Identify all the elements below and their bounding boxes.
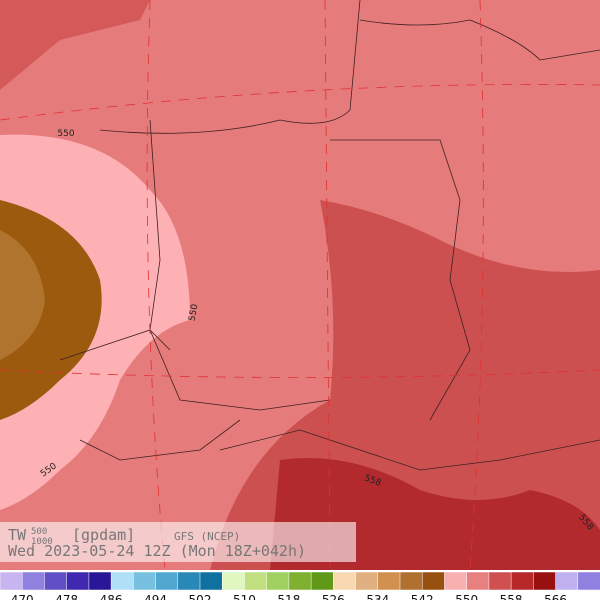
colorbar-swatch xyxy=(444,571,468,591)
colorbar-swatch xyxy=(399,571,423,591)
colorbar-swatch xyxy=(44,571,68,591)
colorbar: 470 478 486 494 502 510 518 526 534 542 550 558 566 xyxy=(0,571,600,600)
colorbar-label: 494 xyxy=(144,593,167,600)
colorbar-swatch xyxy=(88,571,112,591)
colorbar-swatch xyxy=(355,571,379,591)
colorbar-swatch xyxy=(110,571,135,591)
colorbar-label: 478 xyxy=(55,593,78,600)
contour-label: 550 xyxy=(57,129,74,139)
colorbar-swatch xyxy=(421,571,446,591)
colorbar-swatch xyxy=(288,571,312,591)
contour-label: 550 xyxy=(188,303,201,322)
colorbar-swatch xyxy=(221,571,246,591)
model: GFS (NCEP) xyxy=(174,530,240,543)
field-brown-light xyxy=(0,230,45,360)
graticule xyxy=(0,0,600,571)
colorbar-swatch xyxy=(510,571,535,591)
colorbar-swatch xyxy=(377,571,401,591)
colorbar-label: 542 xyxy=(411,593,434,600)
colorbar-swatch xyxy=(577,571,600,591)
colorbar-label: 510 xyxy=(233,593,256,600)
colorbar-label: 470 xyxy=(11,593,34,600)
borders xyxy=(59,0,600,471)
legend-box xyxy=(0,522,356,562)
time: Wed 2023-05-24 12Z (Mon 18Z+042h) xyxy=(8,542,306,560)
colorbar-label: 550 xyxy=(455,593,478,600)
colorbar-label: 526 xyxy=(322,593,345,600)
colorbar-swatch xyxy=(266,571,290,591)
field-north xyxy=(0,0,150,90)
colorbar-swatch xyxy=(0,571,23,591)
superscript: 500 xyxy=(31,527,47,537)
colorbar-swatch xyxy=(66,571,90,591)
colorbar-swatch xyxy=(310,571,335,591)
colorbar-swatch xyxy=(466,571,490,591)
colorbar-swatch xyxy=(21,571,46,591)
colorbar-label: 486 xyxy=(100,593,123,600)
colorbar-label: 518 xyxy=(277,593,300,600)
colorbar-swatch xyxy=(244,571,268,591)
colorbar-swatch xyxy=(177,571,201,591)
colorbar-label: 534 xyxy=(366,593,389,600)
unit: [gpdam] xyxy=(72,526,135,544)
colorbar-swatch xyxy=(533,571,557,591)
colorbar-swatch xyxy=(199,571,223,591)
colorbar-swatch xyxy=(555,571,579,591)
colorbar-swatch xyxy=(333,571,357,591)
colorbar-swatch xyxy=(488,571,512,591)
subscript: 1000 xyxy=(31,537,53,547)
colorbar-label: 558 xyxy=(500,593,523,600)
colorbar-label: 502 xyxy=(189,593,212,600)
colorbar-swatch xyxy=(133,571,157,591)
colorbar-swatch xyxy=(155,571,179,591)
variable: TW xyxy=(8,526,27,544)
colorbar-label: 566 xyxy=(544,593,567,600)
